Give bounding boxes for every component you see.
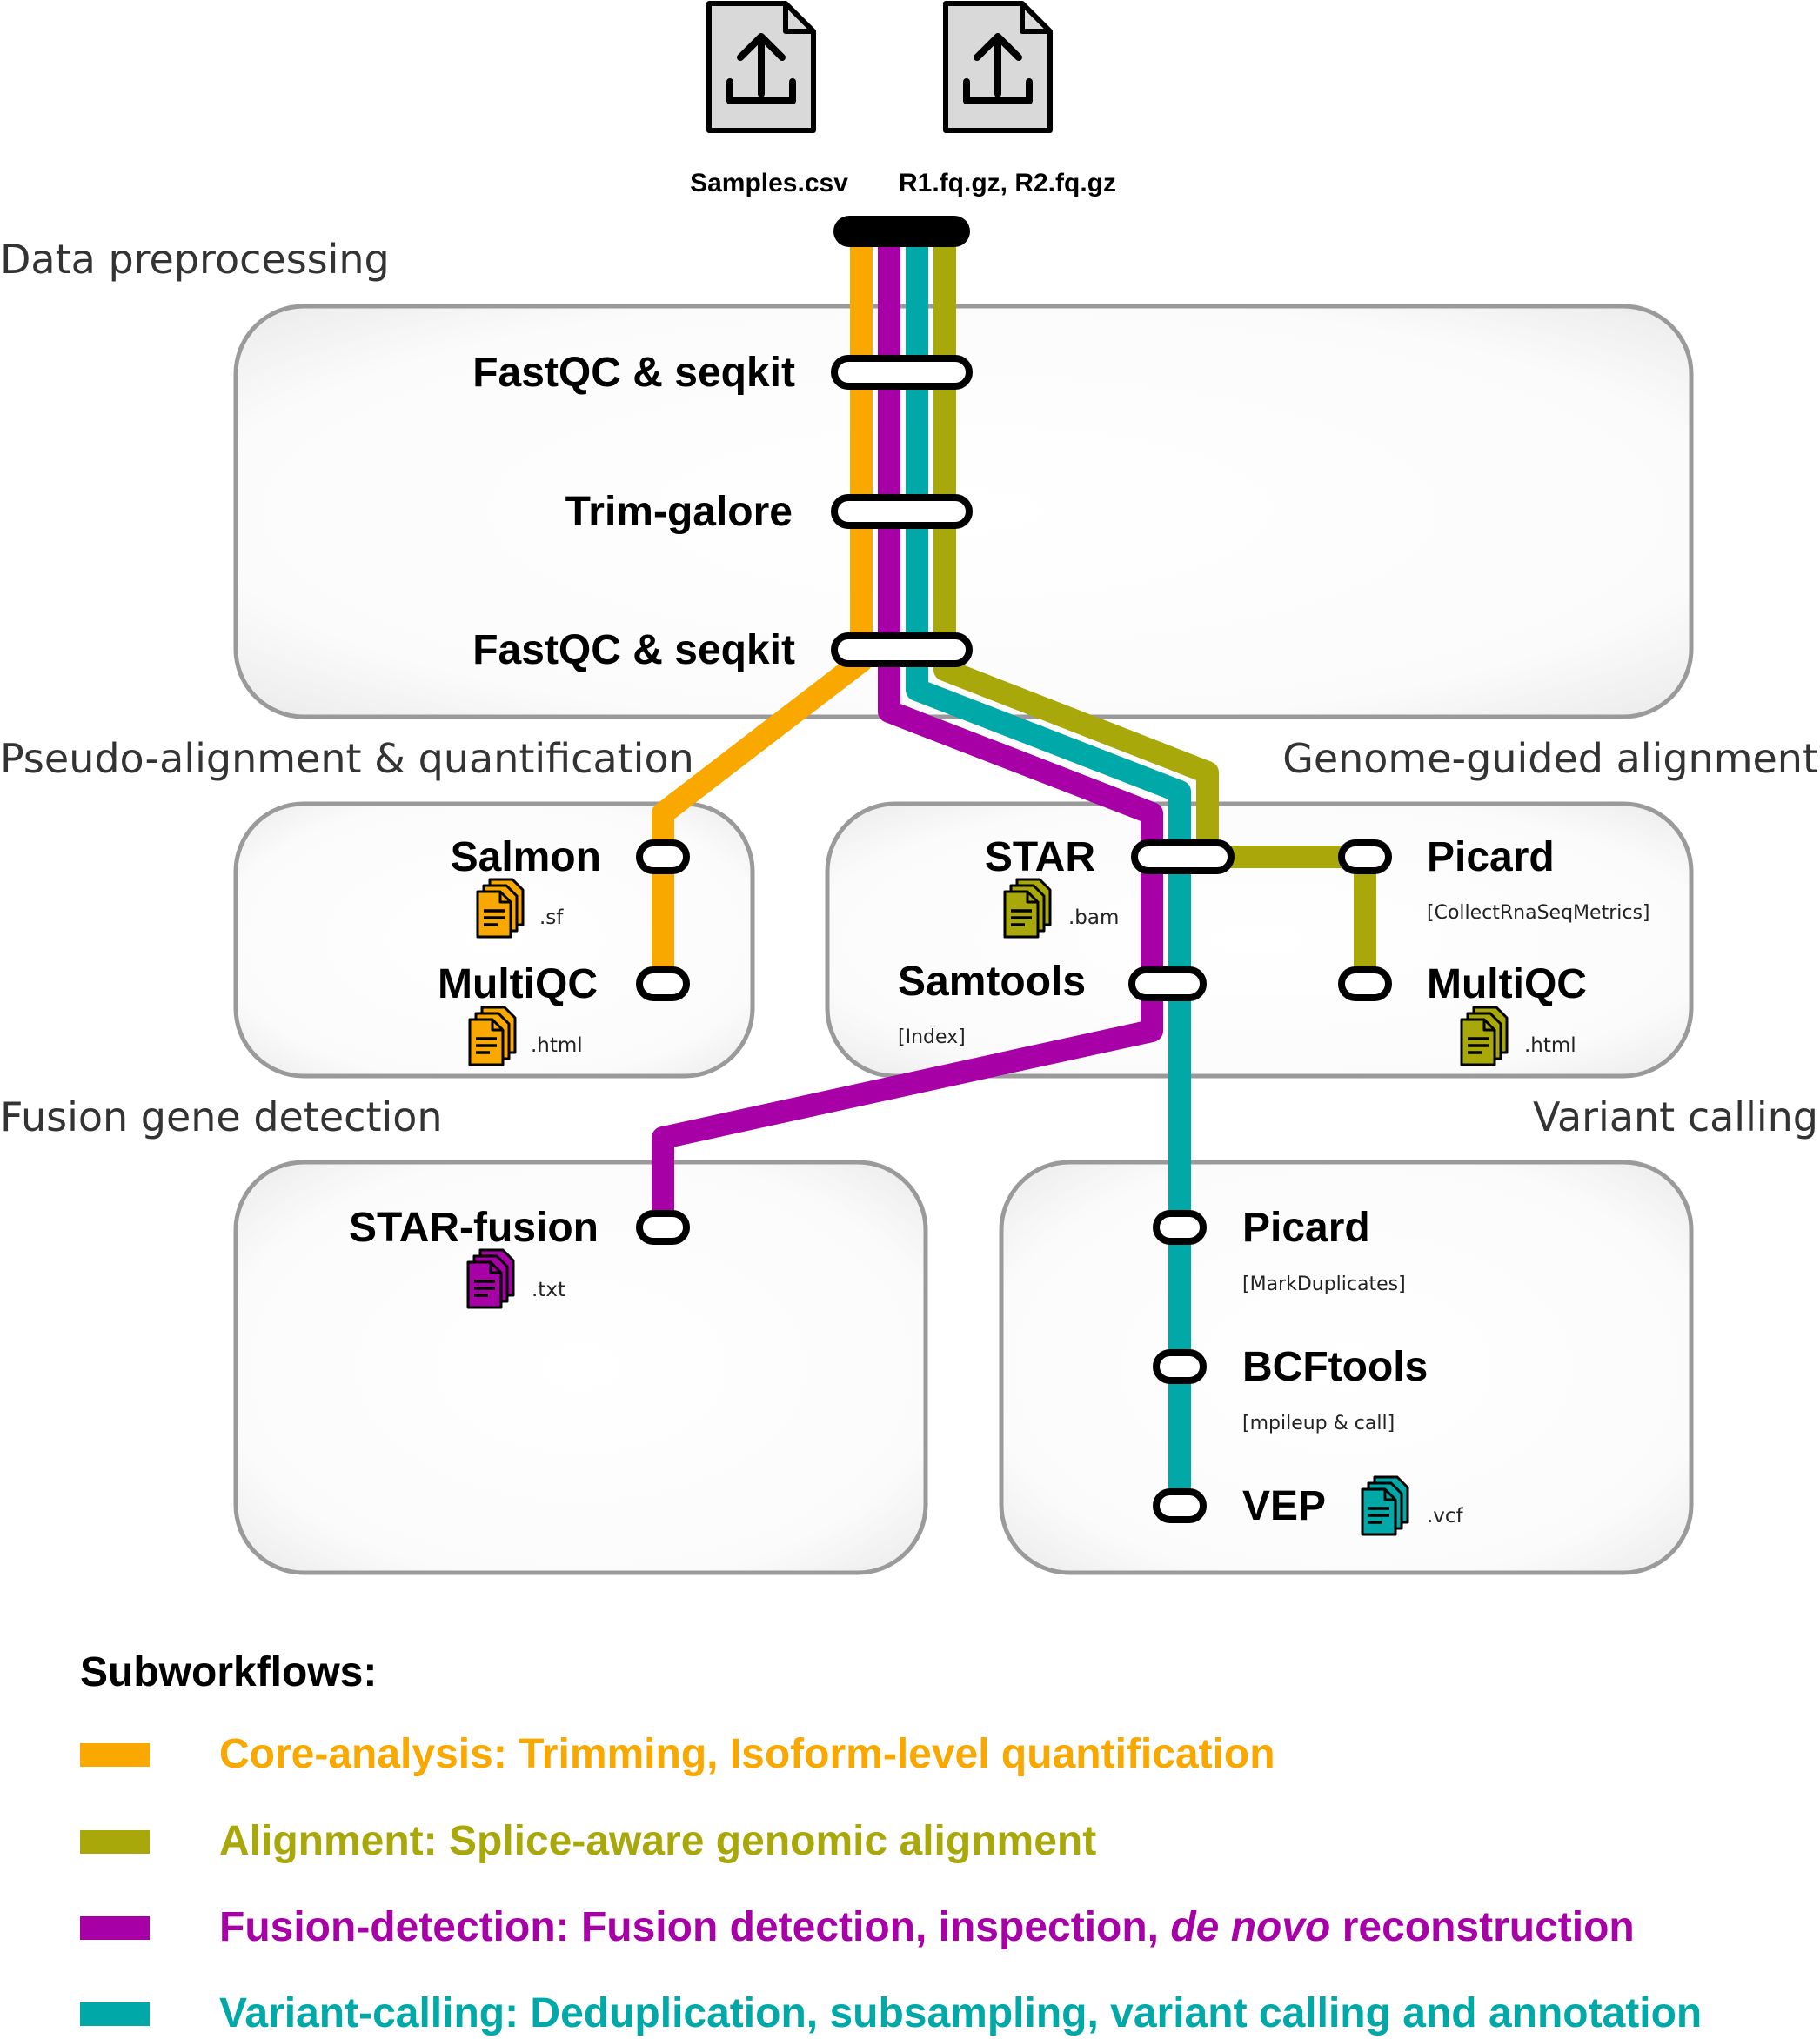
section-title-genome: Genome-guided alignment bbox=[1282, 735, 1818, 782]
file-upload-icon bbox=[946, 3, 1050, 130]
picard-dup-subtitle: [MarkDuplicates] bbox=[1242, 1274, 1406, 1295]
legend-title: Subworkflows: bbox=[80, 1649, 377, 1695]
picard-rna-subtitle: [CollectRnaSeqMetrics] bbox=[1427, 902, 1650, 924]
multiqc-genome-output-ext: .html bbox=[1524, 1034, 1576, 1057]
docs-icon bbox=[476, 878, 525, 939]
step-label-samtools: Samtools bbox=[898, 959, 1086, 1005]
legend-label-variant: Variant-calling: Deduplication, subsampl… bbox=[219, 1990, 1702, 2036]
bcftools-subtitle: [mpileup & call] bbox=[1242, 1413, 1395, 1434]
reads-input-label: R1.fq.gz, R2.fq.gz bbox=[899, 169, 1116, 197]
station-star-fusion bbox=[636, 1210, 690, 1245]
station-trim-galore bbox=[831, 494, 973, 529]
samples-input-label: Samples.csv bbox=[690, 169, 848, 197]
step-label-vep: VEP bbox=[1242, 1483, 1326, 1529]
step-label-picard-rna: Picard bbox=[1427, 834, 1555, 880]
docs-icon bbox=[1361, 1475, 1409, 1536]
legend-label-core: Core-analysis: Trimming, Isoform-level q… bbox=[219, 1731, 1275, 1777]
samtools-subtitle: [Index] bbox=[898, 1026, 966, 1048]
step-label-multiqc-pseudo: MultiQC bbox=[438, 961, 598, 1007]
step-label-fastqc-2: FastQC & seqkit bbox=[472, 627, 795, 673]
station-vep bbox=[1153, 1488, 1207, 1523]
docs-icon bbox=[466, 1248, 515, 1309]
station-fastqc-2 bbox=[831, 632, 973, 667]
section-title-preprocessing: Data preprocessing bbox=[0, 236, 390, 283]
salmon-output-ext: .sf bbox=[539, 906, 564, 929]
star-fusion-output-ext: .txt bbox=[532, 1279, 565, 1301]
section-title-variant: Variant calling bbox=[1533, 1093, 1818, 1140]
step-label-fastqc-1: FastQC & seqkit bbox=[472, 350, 795, 396]
legend-swatch-core bbox=[80, 1743, 150, 1767]
star-output-ext: .bam bbox=[1068, 906, 1119, 929]
legend-label-fusion: Fusion-detection: Fusion detection, insp… bbox=[219, 1904, 1635, 1950]
station-picard-dup bbox=[1153, 1210, 1207, 1245]
docs-icon bbox=[468, 1006, 517, 1066]
step-label-salmon: Salmon bbox=[451, 834, 601, 880]
step-label-trim-galore: Trim-galore bbox=[565, 489, 793, 535]
docs-icon bbox=[1003, 878, 1052, 939]
legend-label-alignment: Alignment: Splice-aware genomic alignmen… bbox=[219, 1818, 1096, 1864]
alignment-line bbox=[933, 235, 1376, 983]
step-label-picard-dup: Picard bbox=[1242, 1205, 1370, 1251]
fusion-detection-line bbox=[652, 235, 1163, 1227]
pseudo-alignment-box bbox=[233, 801, 755, 1079]
step-label-multiqc-genome: MultiQC bbox=[1427, 961, 1587, 1007]
vep-output-ext: .vcf bbox=[1427, 1505, 1464, 1528]
station-salmon bbox=[636, 839, 690, 874]
file-upload-icon bbox=[709, 3, 813, 130]
core-analysis-line bbox=[652, 235, 873, 983]
station-multiqc-genome bbox=[1338, 966, 1392, 1001]
fusion-detection-box bbox=[233, 1160, 928, 1575]
multiqc-pseudo-output-ext: .html bbox=[531, 1034, 583, 1057]
section-title-fusion: Fusion gene detection bbox=[0, 1093, 443, 1140]
input-bar bbox=[833, 216, 970, 247]
legend-swatch-fusion bbox=[80, 1916, 150, 1940]
step-label-star-fusion: STAR-fusion bbox=[349, 1205, 599, 1251]
docs-icon bbox=[1460, 1006, 1509, 1066]
station-fastqc-1 bbox=[831, 355, 973, 390]
station-bcftools bbox=[1153, 1349, 1207, 1384]
step-label-star: STAR bbox=[985, 834, 1095, 880]
legend-swatch-variant bbox=[80, 2002, 150, 2026]
variant-calling-line bbox=[906, 235, 1191, 1505]
legend-swatch-alignment bbox=[80, 1830, 150, 1854]
station-multiqc-pseudo bbox=[636, 966, 690, 1001]
station-star bbox=[1131, 839, 1235, 874]
station-picard-rna bbox=[1338, 839, 1392, 874]
station-samtools bbox=[1128, 966, 1207, 1001]
step-label-bcftools: BCFtools bbox=[1242, 1344, 1428, 1390]
section-title-pseudo: Pseudo-alignment & quantification bbox=[0, 735, 694, 782]
